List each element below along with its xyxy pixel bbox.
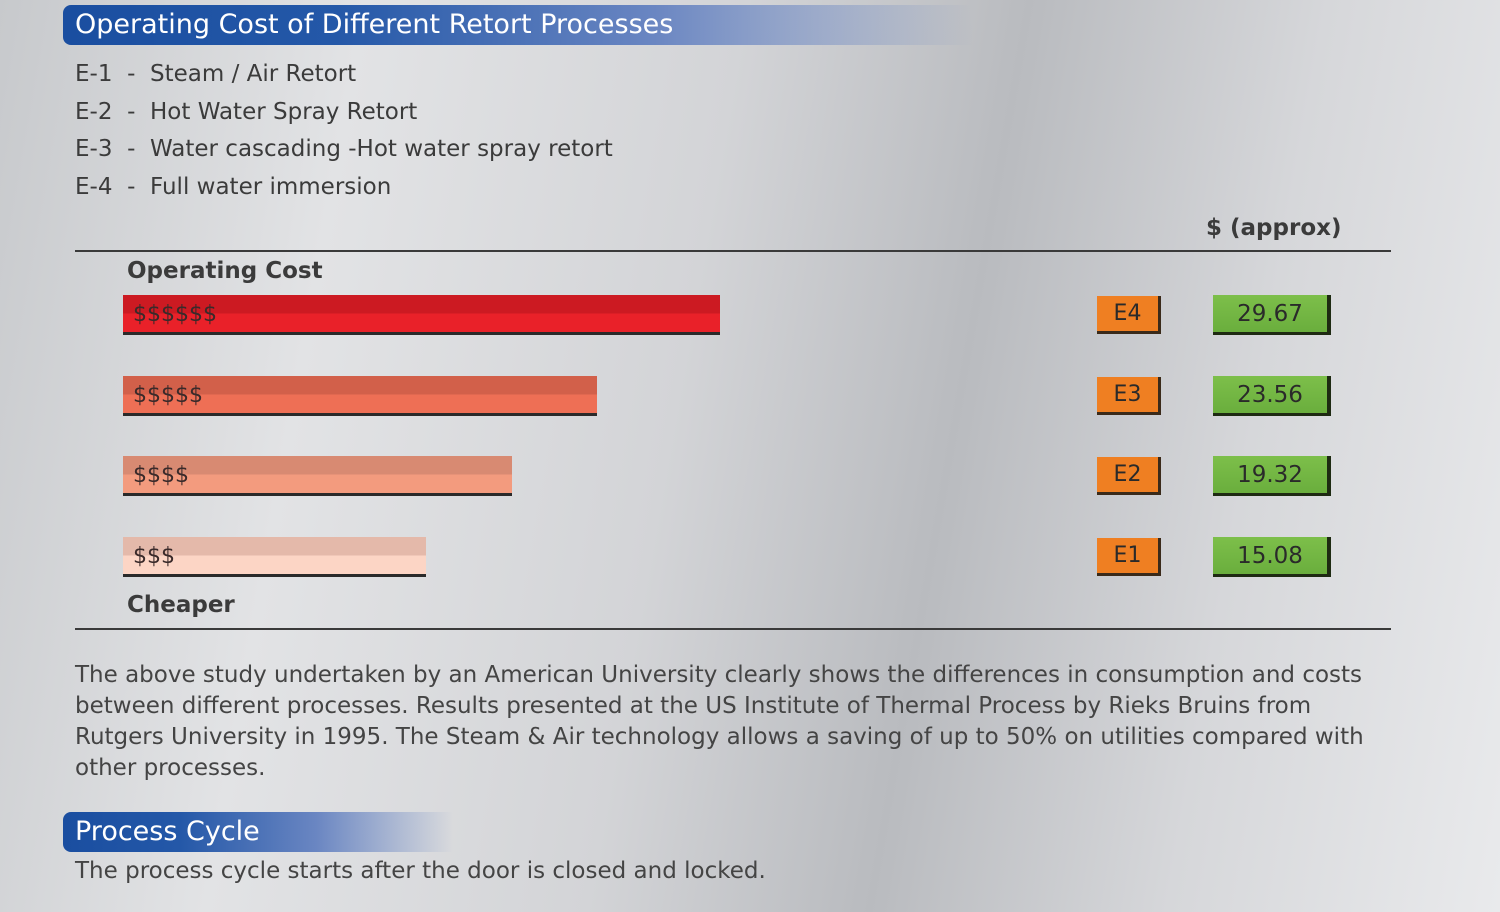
- bottom-divider: [75, 628, 1391, 630]
- process-legend: E-1 - Steam / Air Retort E-2 - Hot Water S…: [75, 58, 613, 208]
- legend-code: E-3 -: [75, 136, 136, 162]
- value-label-e3: 23.56: [1213, 375, 1331, 416]
- legend-label: Water cascading -Hot water spray retort: [150, 136, 613, 162]
- section-title: Process Cycle: [75, 816, 260, 847]
- unit-label: $ (approx): [1206, 215, 1342, 241]
- cost-bar-e3: $$$$$: [123, 375, 598, 416]
- legend-item: E-4 - Full water immersion: [75, 171, 613, 209]
- category-tag-e3: E3: [1097, 376, 1161, 415]
- legend-code: E-4 -: [75, 173, 136, 200]
- category-tag-e1: E1: [1097, 537, 1161, 576]
- section-title-banner: Process Cycle: [63, 812, 453, 852]
- bar-label: $$$$$$: [133, 302, 217, 327]
- bar-label: $$$$: [133, 463, 189, 488]
- value-label-e4: 29.67: [1213, 295, 1331, 335]
- legend-item: E-3 - Water cascading -Hot water spray re…: [75, 133, 613, 171]
- legend-item: E-2 - Hot Water Spray Retort: [75, 96, 613, 134]
- page-title-banner: Operating Cost of Different Retort Proce…: [63, 5, 973, 45]
- legend-item: E-1 - Steam / Air Retort: [75, 58, 613, 96]
- legend-label: Steam / Air Retort: [150, 61, 357, 87]
- cheaper-label: Cheaper: [127, 592, 235, 618]
- cost-bar-e1: $$$: [123, 536, 427, 577]
- legend-label: Full water immersion: [150, 173, 392, 200]
- cost-bar-e2: $$$$: [123, 456, 512, 496]
- category-tag-e4: E4: [1097, 296, 1161, 334]
- study-paragraph: The above study undertaken by an America…: [75, 662, 1364, 781]
- page-title: Operating Cost of Different Retort Proce…: [75, 9, 674, 40]
- process-cycle-text: The process cycle starts after the door …: [75, 858, 766, 884]
- bar-label: $$$: [133, 543, 175, 569]
- legend-code: E-2 -: [75, 98, 136, 125]
- category-tag-e2: E2: [1097, 457, 1161, 495]
- legend-code: E-1 -: [75, 61, 136, 87]
- value-label-e2: 19.32: [1213, 456, 1331, 496]
- legend-label: Hot Water Spray Retort: [150, 98, 418, 125]
- cost-bar-e4: $$$$$$: [123, 295, 720, 335]
- value-label-e1: 15.08: [1213, 536, 1331, 577]
- top-divider: [75, 250, 1391, 252]
- operating-cost-label: Operating Cost: [127, 258, 323, 284]
- bar-label: $$$$$: [133, 382, 203, 408]
